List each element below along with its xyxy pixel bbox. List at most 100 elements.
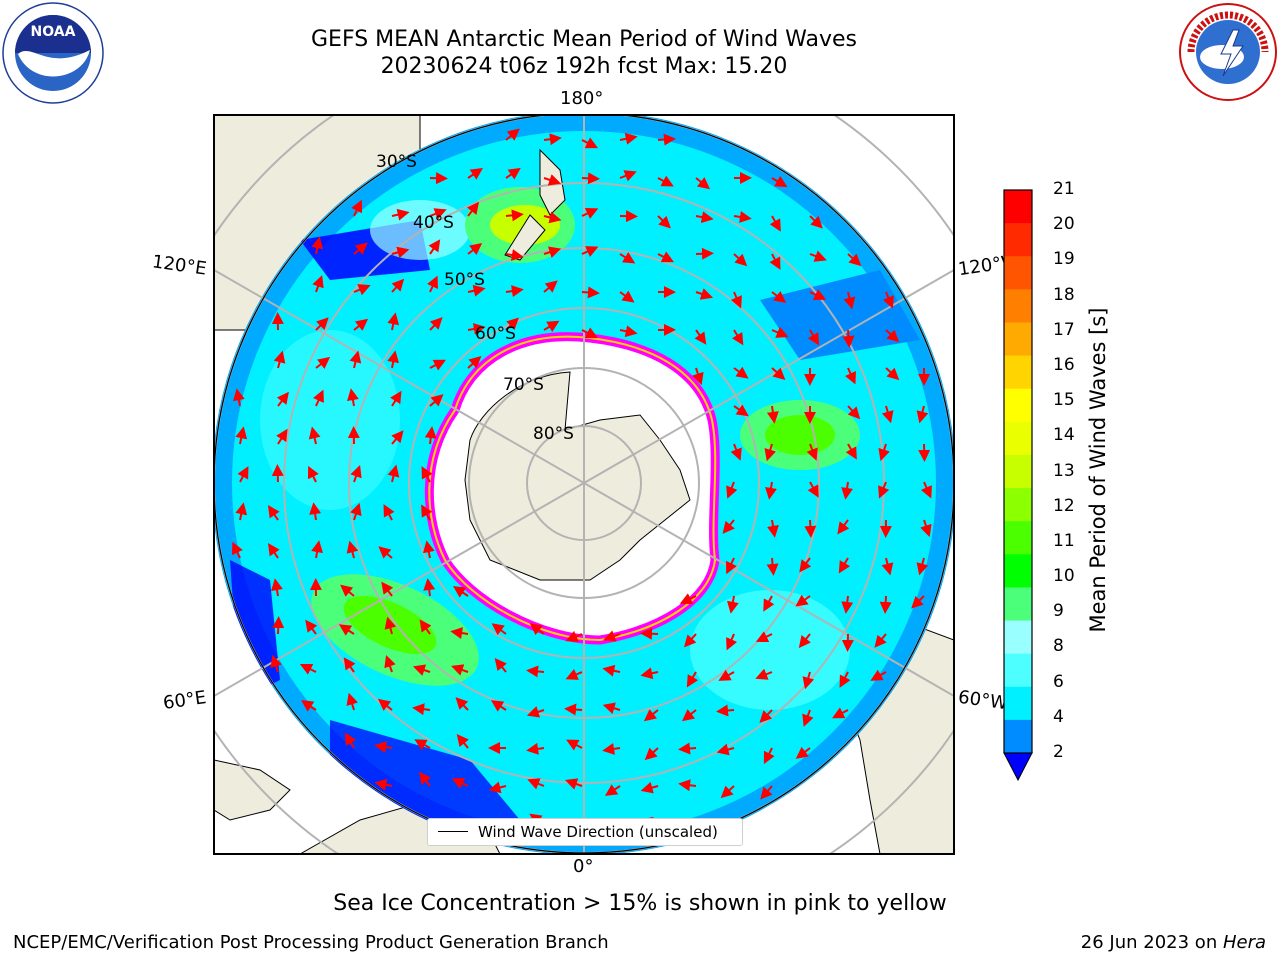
wind-wave-arrow — [695, 247, 714, 260]
wind-wave-arrow — [619, 290, 635, 303]
wind-wave-arrow — [494, 658, 507, 673]
wind-wave-arrow — [730, 291, 742, 309]
wind-wave-arrow — [766, 405, 779, 424]
wind-wave-arrow — [802, 671, 815, 690]
wind-wave-arrow — [526, 742, 545, 755]
wind-wave-arrow — [391, 430, 404, 445]
wind-wave-arrow — [581, 208, 599, 219]
wind-wave-arrow — [305, 619, 318, 635]
colorbar-tick-label: 20 — [1053, 214, 1075, 235]
wind-wave-arrow — [763, 595, 775, 612]
wind-wave-arrow — [619, 132, 638, 145]
wind-wave-arrow — [467, 284, 486, 297]
wind-wave-arrow — [429, 359, 446, 371]
wind-wave-arrow — [491, 623, 507, 636]
wind-wave-arrow — [604, 784, 621, 796]
wind-wave-arrow — [276, 391, 289, 407]
wind-wave-arrow — [351, 199, 363, 217]
wind-wave-arrow — [312, 275, 324, 293]
wind-wave-arrow — [686, 671, 699, 688]
wind-wave-arrow — [727, 595, 739, 614]
wind-wave-arrow — [429, 208, 447, 220]
wind-wave-arrow — [344, 732, 357, 749]
colorbar-tick-label: 21 — [1053, 179, 1075, 199]
wind-wave-arrow — [276, 428, 288, 445]
wind-wave-arrow — [374, 741, 393, 753]
wind-wave-arrow — [315, 317, 329, 331]
wind-wave-arrow — [602, 664, 621, 677]
footer-date-text: 26 Jun 2023 on — [1080, 932, 1223, 953]
wind-wave-arrow — [767, 519, 779, 538]
colorbar-tick-label: 10 — [1053, 566, 1075, 587]
wind-wave-arrow — [695, 211, 714, 223]
wind-wave-arrow — [726, 633, 738, 651]
wind-wave-arrow — [847, 405, 861, 420]
wind-wave-arrow — [644, 747, 659, 761]
wind-wave-arrow — [733, 253, 748, 267]
wind-wave-arrow — [657, 175, 674, 187]
wind-wave-arrow — [564, 703, 583, 716]
wind-wave-arrow — [716, 743, 735, 756]
footer-date: 26 Jun 2023 on Hera — [1081, 932, 1266, 953]
wind-wave-arrow — [267, 505, 280, 521]
colorbar-segment — [1004, 719, 1032, 754]
wind-wave-arrow — [916, 405, 929, 424]
wind-wave-arrow — [271, 578, 283, 597]
wind-wave-arrow — [755, 668, 773, 680]
wind-wave-arrow — [755, 631, 773, 643]
wind-wave-arrow — [273, 350, 286, 369]
wind-wave-arrow — [543, 320, 560, 333]
wind-wave-arrow — [581, 286, 600, 299]
wind-wave-arrow — [640, 627, 659, 640]
wind-wave-arrow — [427, 275, 438, 293]
lat-label-30s: 30°S — [376, 152, 417, 172]
colorbar-segment — [1004, 686, 1032, 721]
wind-wave-arrow — [809, 250, 827, 262]
wind-wave-arrow — [526, 665, 545, 678]
wind-wave-arrow — [340, 584, 355, 597]
wind-wave-arrow — [882, 291, 894, 309]
colorbar-tick-label: 8 — [1053, 636, 1064, 657]
wind-wave-arrow — [765, 481, 777, 500]
wind-wave-arrow — [299, 663, 317, 675]
wind-wave-arrow — [718, 669, 735, 681]
chart-title: GEFS MEAN Antarctic Mean Period of Wind … — [311, 27, 857, 52]
wind-wave-arrow — [543, 246, 562, 258]
wind-wave-arrow — [730, 443, 742, 461]
wind-wave-arrow — [378, 546, 393, 559]
wind-wave-arrow — [419, 771, 432, 787]
colorbar-tick-label: 18 — [1053, 284, 1075, 305]
wind-wave-arrow — [763, 747, 775, 765]
colorbar-segment — [1004, 190, 1032, 224]
colorbar-tick-label: 2 — [1053, 742, 1064, 762]
colorbar-tick-label: 15 — [1053, 390, 1075, 411]
wind-wave-arrow — [387, 312, 400, 331]
wind-wave-arrow — [760, 785, 773, 800]
wind-wave-arrow — [841, 481, 854, 500]
wind-wave-arrow — [565, 630, 583, 642]
wind-wave-arrow — [505, 317, 519, 331]
colorbar-segment — [1004, 256, 1032, 290]
wind-wave-arrow — [526, 706, 545, 718]
colorbar-segment — [1004, 388, 1032, 423]
wind-wave-arrow — [722, 519, 735, 534]
wind-wave-arrow — [769, 215, 781, 232]
wind-wave-arrow — [543, 174, 562, 186]
colorbar-tick-label: 16 — [1053, 354, 1075, 375]
wind-wave-arrow — [350, 465, 362, 483]
wind-wave-arrow — [683, 633, 697, 648]
wind-wave-arrow — [874, 633, 887, 648]
wind-wave-arrow — [421, 466, 433, 483]
wind-wave-arrow — [771, 290, 787, 304]
wind-wave-arrow — [720, 785, 735, 799]
wind-wave-arrow — [424, 426, 437, 445]
wind-wave-arrow — [451, 778, 469, 789]
wind-wave-arrow — [804, 519, 817, 538]
wind-wave-arrow — [640, 781, 659, 794]
wind-wave-arrow — [885, 329, 900, 343]
wind-wave-arrow — [807, 329, 820, 346]
wind-wave-arrow — [798, 633, 811, 649]
colorbar-tick-label: 14 — [1053, 425, 1075, 446]
lat-label-40s: 40°S — [413, 213, 454, 233]
wind-wave-arrow — [695, 288, 714, 300]
